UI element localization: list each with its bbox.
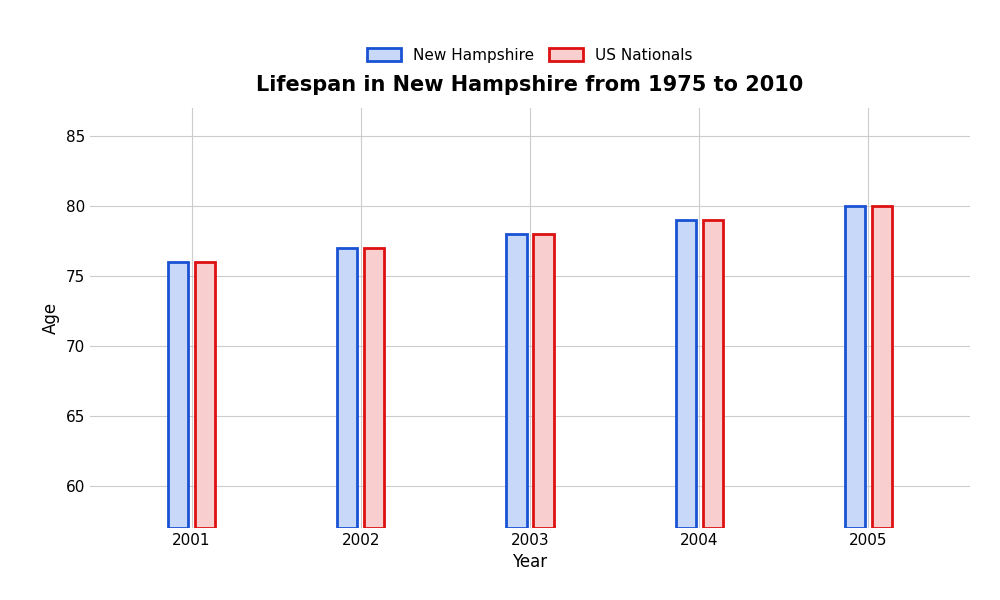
- Bar: [506, 234, 527, 528]
- Y-axis label: Age: Age: [42, 302, 60, 334]
- Legend: New Hampshire, US Nationals: New Hampshire, US Nationals: [360, 40, 700, 70]
- Bar: [676, 220, 696, 528]
- Bar: [845, 206, 865, 528]
- Bar: [364, 248, 384, 528]
- Bar: [872, 206, 892, 528]
- Bar: [703, 220, 723, 528]
- Bar: [195, 262, 215, 528]
- X-axis label: Year: Year: [512, 553, 548, 571]
- Bar: [337, 248, 357, 528]
- Bar: [168, 262, 188, 528]
- Bar: [533, 234, 554, 528]
- Title: Lifespan in New Hampshire from 1975 to 2010: Lifespan in New Hampshire from 1975 to 2…: [256, 76, 804, 95]
